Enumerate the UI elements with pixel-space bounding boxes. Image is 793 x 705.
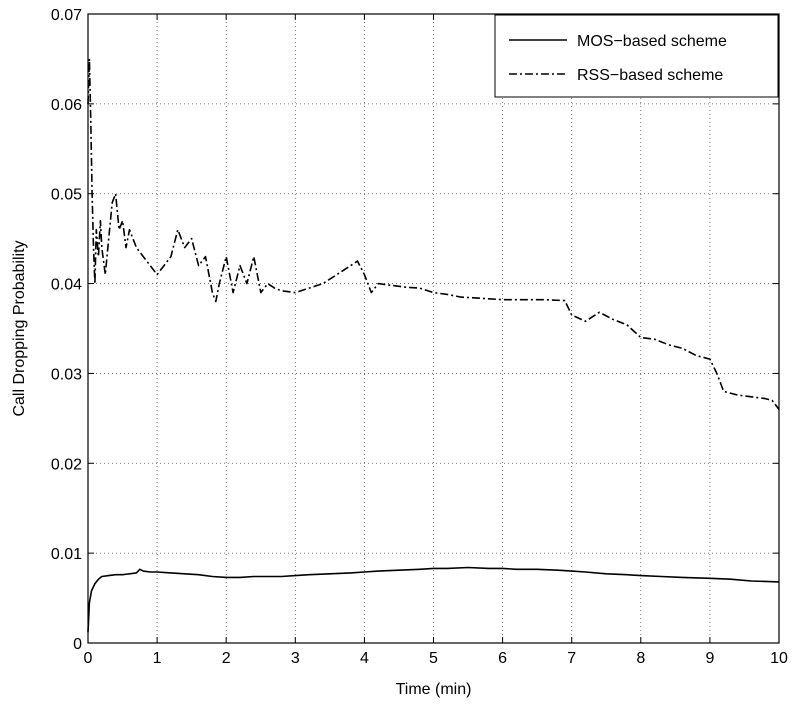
series-lines xyxy=(87,58,780,633)
y-tick-label: 0.03 xyxy=(51,366,82,383)
series-line-rss xyxy=(87,58,780,410)
y-tick-label: 0.02 xyxy=(51,456,82,473)
x-tick-label: 10 xyxy=(770,650,788,667)
x-tick-label: 0 xyxy=(84,650,93,667)
y-tick-label: 0.05 xyxy=(51,187,82,204)
x-tick-label: 4 xyxy=(360,650,369,667)
y-tick-label: 0 xyxy=(73,636,82,653)
legend-label-rss: RSS−based scheme xyxy=(577,67,723,84)
plot-area-frame xyxy=(87,13,780,644)
axis-ticks: 0 1 2 3 4 5 6 7 8 9 10 0 0.01 0.02 0.03 0.04 0.05 0.06 0.0… xyxy=(51,7,788,667)
legend-box xyxy=(494,14,779,98)
x-tick-label: 8 xyxy=(636,650,645,667)
series-line-mos xyxy=(87,566,780,633)
x-tick-label: 1 xyxy=(153,650,162,667)
y-tick-label: 0.01 xyxy=(51,546,82,563)
y-tick-label: 0.04 xyxy=(51,277,82,294)
y-axis-label: Call Dropping Probability xyxy=(11,240,28,416)
x-axis-label: Time (min) xyxy=(396,681,472,698)
legend: MOS−based scheme RSS−based scheme xyxy=(494,14,779,98)
legend-label-mos: MOS−based scheme xyxy=(577,33,727,50)
grid-lines xyxy=(88,14,779,643)
x-tick-label: 2 xyxy=(222,650,231,667)
x-tick-label: 5 xyxy=(429,650,438,667)
x-tick-label: 6 xyxy=(498,650,507,667)
x-tick-label: 9 xyxy=(705,650,714,667)
x-tick-label: 7 xyxy=(567,650,576,667)
y-tick-label: 0.07 xyxy=(51,7,82,24)
y-tick-label: 0.06 xyxy=(51,97,82,114)
x-tick-label: 3 xyxy=(291,650,300,667)
